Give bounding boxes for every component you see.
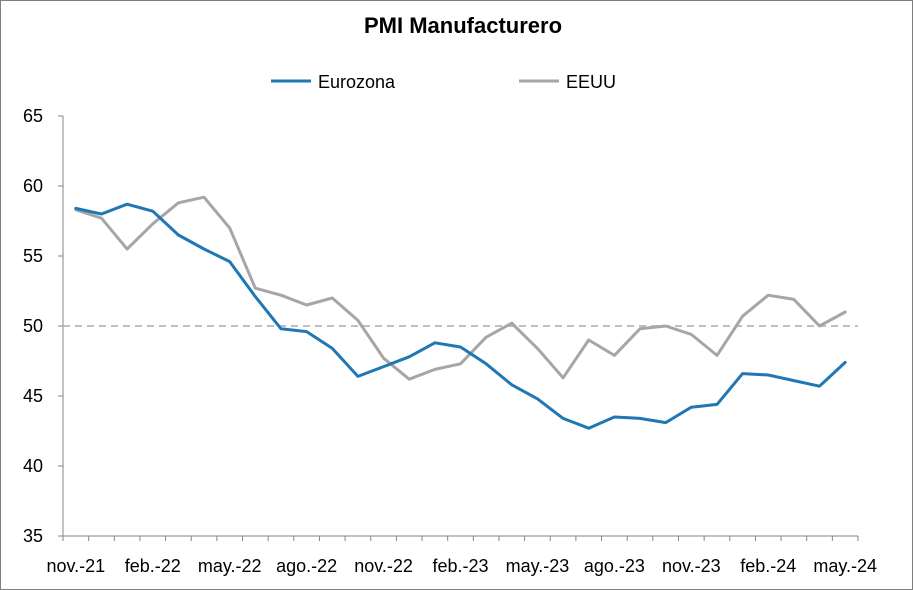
x-tick-label: feb.-24 <box>740 556 796 576</box>
y-tick-label: 55 <box>23 246 43 266</box>
y-tick-label: 45 <box>23 386 43 406</box>
y-tick-label: 65 <box>23 106 43 126</box>
x-tick-label: nov.-21 <box>46 556 105 576</box>
chart-title: PMI Manufacturero <box>364 13 562 38</box>
series-line-eurozona <box>74 202 847 430</box>
legend-label-eeuu: EEUU <box>566 72 616 92</box>
series-lines <box>74 195 847 430</box>
x-tick-label: feb.-23 <box>432 556 488 576</box>
y-axis-ticks: 35 40 45 50 55 60 65 <box>23 106 63 546</box>
series-line-eeuu <box>74 195 847 381</box>
x-tick-label: ago.-22 <box>276 556 337 576</box>
y-tick-label: 35 <box>23 526 43 546</box>
x-tick-label: may.-24 <box>813 556 877 576</box>
x-tick-label: nov.-23 <box>662 556 721 576</box>
y-tick-label: 40 <box>23 456 43 476</box>
x-tick-label: feb.-22 <box>125 556 181 576</box>
x-axis-ticks: nov.-21 feb.-22 may.-22 ago.-22 nov.-22 feb.-… <box>46 536 877 576</box>
x-tick-label: nov.-22 <box>354 556 413 576</box>
x-tick-label: ago.-23 <box>584 556 645 576</box>
y-tick-label: 60 <box>23 176 43 196</box>
legend: Eurozona EEUU <box>271 72 616 92</box>
legend-label-eurozona: Eurozona <box>318 72 396 92</box>
x-tick-label: may.-23 <box>506 556 570 576</box>
y-tick-label: 50 <box>23 316 43 336</box>
x-tick-label: may.-22 <box>198 556 262 576</box>
